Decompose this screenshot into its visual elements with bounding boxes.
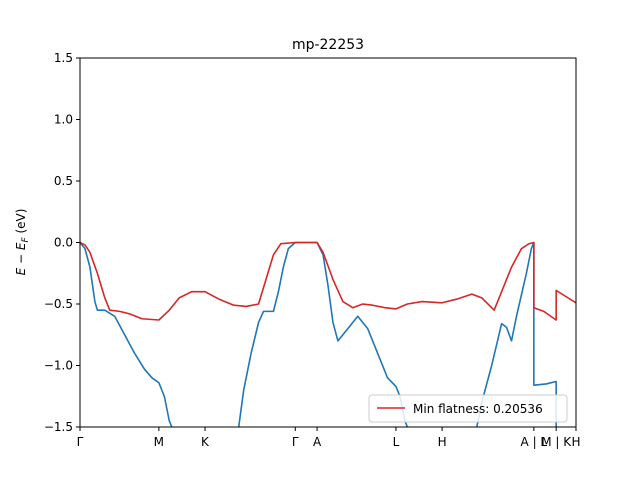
series-0-line-1 bbox=[237, 241, 409, 427]
x-tick-label: Γ bbox=[77, 435, 84, 449]
chart-title: mp-22253 bbox=[292, 37, 364, 53]
legend-box bbox=[368, 394, 568, 423]
x-tick-label: K bbox=[201, 435, 210, 449]
x-tick-label: H bbox=[438, 435, 447, 449]
x-tick-label: M bbox=[154, 435, 164, 449]
y-tick-label: 1.0 bbox=[54, 113, 73, 127]
x-tick-label: A bbox=[313, 435, 322, 449]
y-tick-label: −1.5 bbox=[44, 420, 73, 434]
series-layer bbox=[80, 241, 576, 427]
legend-label: Min flatness: 0.20536 bbox=[413, 402, 543, 416]
y-tick-label: 0.0 bbox=[54, 236, 73, 250]
y-tick-label: −0.5 bbox=[44, 297, 73, 311]
y-tick-label: −1.0 bbox=[44, 359, 73, 373]
x-tick-label: A | L bbox=[521, 435, 548, 449]
series-0-line-0 bbox=[80, 241, 173, 427]
y-axis-label: E − EF (eV) bbox=[14, 209, 31, 276]
x-tick-label: H bbox=[571, 435, 580, 449]
x-tick-label: L bbox=[393, 435, 400, 449]
x-tick-label: M | K bbox=[541, 435, 572, 449]
y-tick-label: 0.5 bbox=[54, 174, 73, 188]
y-axis: −1.5 −1.0 −0.5 0.0 0.5 1.0 1.5 bbox=[44, 51, 80, 434]
y-tick-label: 1.5 bbox=[54, 51, 73, 65]
x-tick-label: Γ bbox=[292, 435, 299, 449]
series-1-line-0 bbox=[80, 241, 576, 321]
legend: Min flatness: 0.20536 bbox=[368, 394, 568, 423]
series-0-line-2 bbox=[476, 242, 535, 427]
